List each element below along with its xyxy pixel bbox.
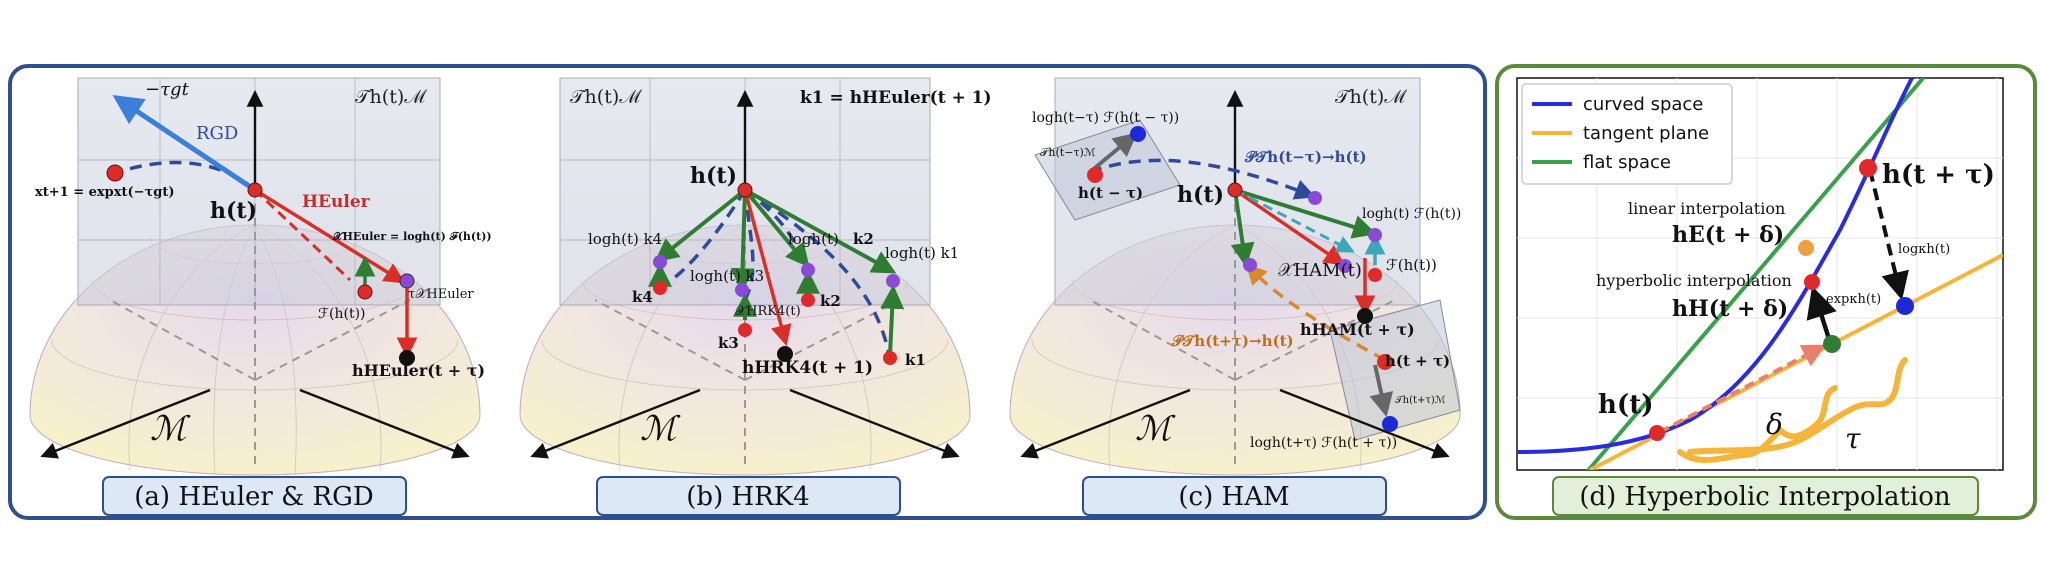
tangent-space-label-c: 𝒯h(t)ℳ bbox=[1335, 86, 1407, 108]
k2-label: k2 bbox=[853, 230, 874, 248]
tau-label: τ bbox=[1845, 422, 1861, 455]
legend-d: curved space tangent plane flat space bbox=[1521, 83, 1733, 185]
f-now-label: ℱ(h(t)) bbox=[1386, 256, 1437, 274]
heuler-label: HEuler bbox=[302, 192, 371, 212]
caption-b: (b) HRK4 bbox=[686, 482, 809, 512]
xt1-label: xt+1 = expxt(−τgt) bbox=[35, 185, 175, 200]
log-now-label: logh(t) ℱ(h(t)) bbox=[1362, 206, 1461, 222]
panel-a: 𝒯h(t)ℳ −τgt RGD xt+1 = expxt(−τgt) h(t) … bbox=[29, 77, 492, 516]
linear-interp-label: linear interpolation bbox=[1628, 199, 1785, 218]
ht-label-c: h(t) bbox=[1177, 182, 1224, 208]
ht-tau-label-d: h(t + τ) bbox=[1882, 160, 1995, 190]
h-ham-label: hHAM(t + τ) bbox=[1300, 320, 1415, 339]
caption-box-c bbox=[1082, 476, 1387, 516]
h-future-label: h(t + τ) bbox=[1385, 352, 1450, 370]
log-past-label: logh(t−τ) ℱ(h(t − τ)) bbox=[1032, 110, 1179, 126]
k3-label: k3 bbox=[718, 334, 739, 352]
curved-space-line bbox=[1517, 78, 1914, 454]
manifold-label-b: ℳ bbox=[640, 409, 681, 449]
h-hrk4-label: hHRK4(t + 1) bbox=[742, 358, 873, 378]
tau-x-label: τ𝒳HEuler bbox=[408, 287, 474, 302]
flat-space-line bbox=[1585, 78, 1926, 470]
legend-tangent-plane: tangent plane bbox=[1583, 123, 1709, 144]
t-future-label: 𝒯h(t+τ)ℳ bbox=[1395, 395, 1446, 406]
hh-label: hH(t + δ) bbox=[1672, 296, 1788, 322]
rgd-label: RGD bbox=[196, 123, 238, 144]
manifold-label-a: ℳ bbox=[150, 409, 191, 449]
pt-past-label: 𝒫𝒯h(t−τ)→h(t) bbox=[1244, 148, 1367, 166]
x-ham-label: 𝒳HAM(t) bbox=[1278, 260, 1362, 281]
tangent-space-label-b: 𝒯h(t)ℳ bbox=[570, 86, 642, 108]
h-heuler-label: hHEuler(t + τ) bbox=[352, 361, 485, 380]
tangent-plane-future bbox=[1329, 299, 1461, 441]
delta-brace bbox=[1677, 385, 1838, 463]
x-hrk4-label: 𝒳HRK4(t) bbox=[735, 304, 801, 319]
ht-label-a: h(t) bbox=[210, 198, 257, 224]
caption-box-b bbox=[596, 476, 901, 516]
caption-box-d bbox=[1552, 476, 1979, 516]
panel-d: curved space tangent plane flat space h(… bbox=[1516, 77, 2004, 516]
log-k3-label: logh(t) k3 bbox=[690, 267, 764, 285]
fh-label-a: ℱ(h(t)) bbox=[318, 306, 366, 322]
tangent-plane-past bbox=[1034, 119, 1181, 221]
panel-b: 𝒯h(t)ℳ k1 = hHEuler(t + 1) h(t) logh(t) … bbox=[519, 77, 992, 516]
caption-a: (a) HEuler & RGD bbox=[134, 482, 373, 512]
exp-label: expκh(t) bbox=[1826, 292, 1881, 307]
k1-definition: k1 = hHEuler(t + 1) bbox=[800, 88, 992, 108]
log-future-label: logh(t+τ) ℱ(h(t + τ)) bbox=[1250, 435, 1397, 451]
caption-c: (c) HAM bbox=[1178, 482, 1289, 512]
delta-label: δ bbox=[1766, 408, 1783, 441]
he-label: hE(t + δ) bbox=[1672, 222, 1784, 248]
panel-c: 𝒯h(t)ℳ logh(t−τ) ℱ(h(t − τ)) 𝒯h(t−τ)ℳ 𝒫𝒯… bbox=[1009, 77, 1461, 516]
tau-brace bbox=[1687, 357, 1908, 455]
log-label: logκh(t) bbox=[1898, 242, 1950, 257]
log-k2-label: logh(t) bbox=[788, 230, 839, 248]
x-heuler-label: 𝒳HEuler = logh(t) ℱ(h(t)) bbox=[332, 230, 492, 243]
hyperbolic-interp-label: hyperbolic interpolation bbox=[1596, 271, 1792, 290]
k4-label: k4 bbox=[632, 288, 653, 306]
neg-tau-g-label: −τgt bbox=[145, 79, 190, 100]
caption-box-a bbox=[102, 476, 407, 516]
tangent-space-label-a: 𝒯h(t)ℳ bbox=[355, 86, 427, 108]
manifold-label-c: ℳ bbox=[1135, 409, 1176, 449]
panel-group-frame-abc bbox=[8, 64, 1487, 520]
k1-label: k1 bbox=[905, 351, 926, 369]
panel-frame-d bbox=[1495, 64, 2037, 520]
ht-label-b: h(t) bbox=[690, 163, 737, 189]
ht-label-d: h(t) bbox=[1598, 390, 1654, 420]
log-k4-label: logh(t) k4 bbox=[588, 230, 662, 248]
log-k1-label: logh(t) k1 bbox=[885, 244, 959, 262]
k2-lower-label: k2 bbox=[820, 292, 841, 310]
h-past-label: h(t − τ) bbox=[1078, 184, 1143, 202]
legend-curved-space: curved space bbox=[1583, 94, 1703, 115]
t-past-label: 𝒯h(t−τ)ℳ bbox=[1040, 146, 1096, 159]
pt-future-label: 𝒫𝒯h(t+τ)→h(t) bbox=[1171, 332, 1294, 350]
legend-flat-space: flat space bbox=[1583, 152, 1671, 173]
caption-d: (d) Hyperbolic Interpolation bbox=[1579, 482, 1951, 512]
